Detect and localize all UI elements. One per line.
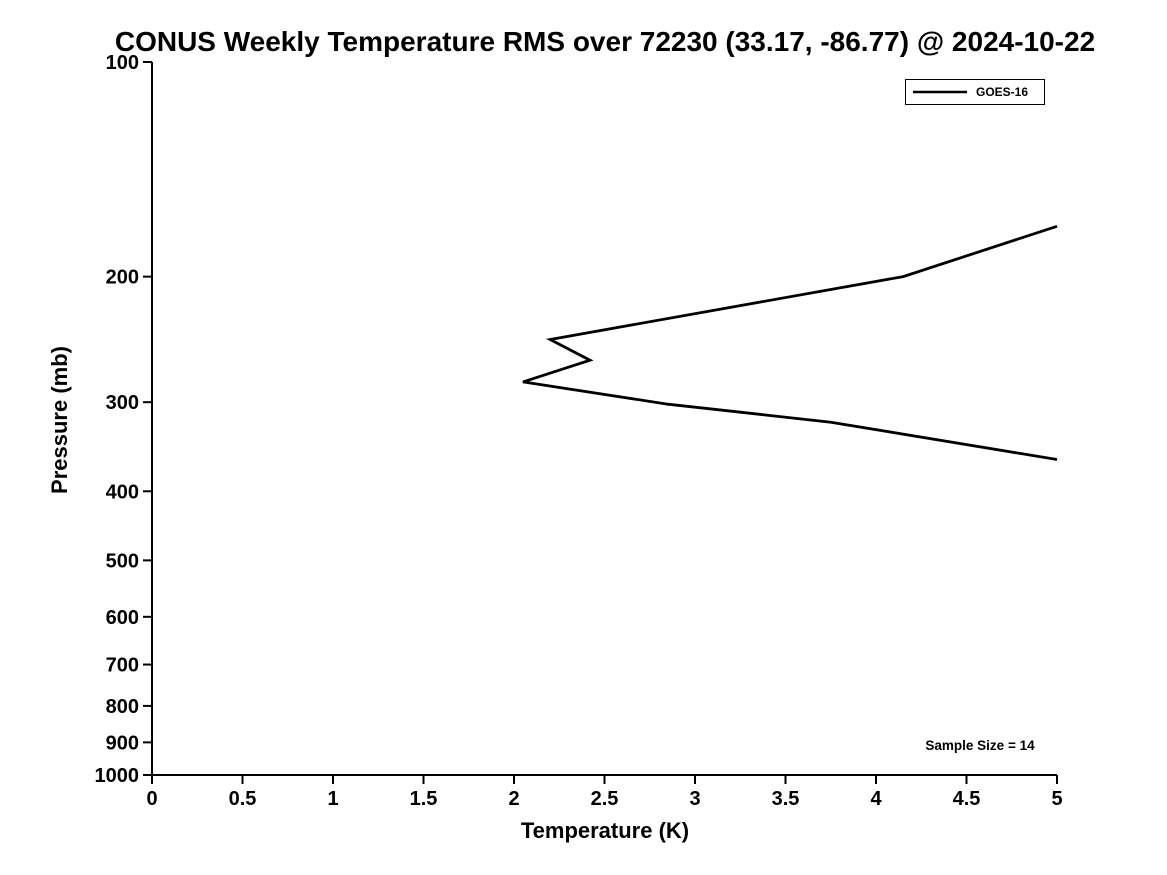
- y-tick-label: 400: [106, 481, 139, 503]
- y-tick-label: 200: [106, 267, 139, 289]
- x-tick-label: 5: [1051, 788, 1062, 810]
- axes-layer: 0 0.5 1 1.5 2 2.5 3 3.5 4 4.5 5 100 200 300 400 500 600 7…: [95, 52, 1063, 810]
- x-tick-label: 4: [870, 788, 882, 810]
- x-tick-label: 0: [146, 788, 157, 810]
- y-axis-label: Pressure (mb): [47, 346, 72, 494]
- x-tick-label: 3: [689, 788, 700, 810]
- y-tick-label: 600: [106, 607, 139, 629]
- x-tick-label: 1: [327, 788, 338, 810]
- series-layer: [522, 224, 1058, 461]
- sample-size-annotation: Sample Size = 14: [925, 738, 1035, 753]
- legend: GOES-16: [905, 79, 1045, 105]
- legend-entry-label: GOES-16: [976, 85, 1028, 99]
- x-tick-label: 3.5: [772, 788, 800, 810]
- x-tick-label: 1.5: [410, 788, 438, 810]
- y-tick-label: 1000: [95, 765, 140, 787]
- y-tick-label: 700: [106, 655, 139, 677]
- y-tick-label: 800: [106, 696, 139, 718]
- x-tick-label: 2.5: [591, 788, 619, 810]
- y-tick-label: 900: [106, 732, 139, 754]
- series-line-goes-16: [522, 224, 1058, 461]
- chart-title: CONUS Weekly Temperature RMS over 72230 …: [115, 26, 1095, 57]
- y-tick-label: 100: [106, 52, 139, 74]
- x-tick-label: 4.5: [953, 788, 981, 810]
- y-tick-label: 500: [106, 550, 139, 572]
- x-tick-label: 0.5: [229, 788, 257, 810]
- y-tick-label: 300: [106, 392, 139, 414]
- x-tick-label: 2: [508, 788, 519, 810]
- x-axis-label: Temperature (K): [521, 818, 689, 843]
